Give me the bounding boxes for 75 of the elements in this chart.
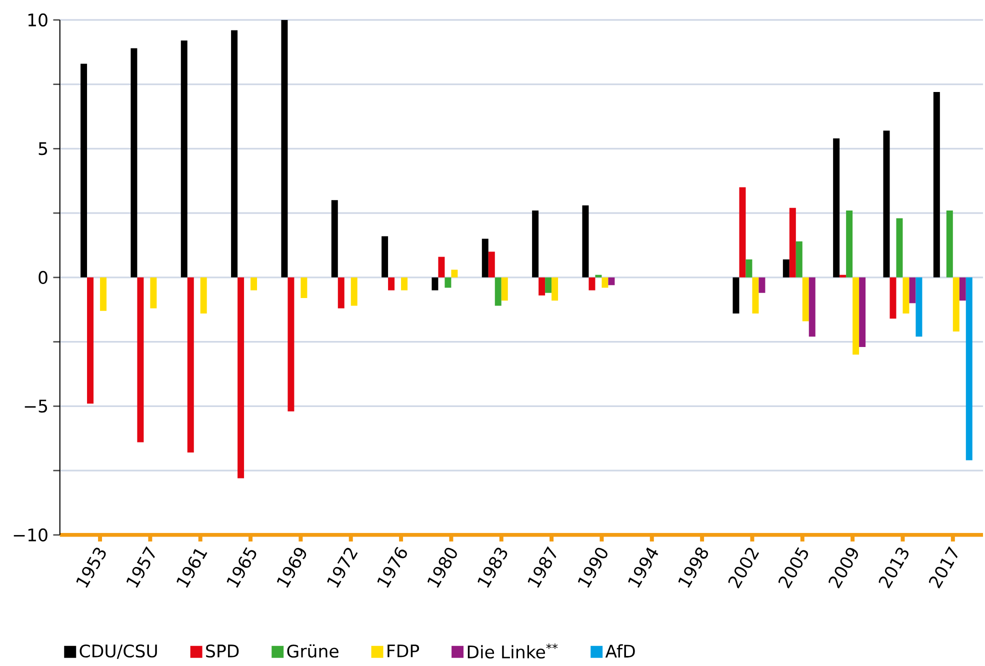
- bar: [933, 92, 940, 278]
- bar: [946, 210, 953, 278]
- y-tick-label: 5: [38, 142, 48, 156]
- bar: [350, 278, 358, 306]
- bar: [432, 278, 438, 291]
- bar: [231, 30, 238, 278]
- y-tick-label: −5: [24, 400, 48, 413]
- bar: [582, 206, 589, 278]
- bar: [796, 242, 802, 278]
- bar: [739, 188, 746, 278]
- legend-label: Die Linke$^{**}$: [468, 644, 558, 659]
- bar: [890, 278, 896, 319]
- bar: [494, 278, 502, 306]
- bar: [250, 278, 258, 291]
- bar: [896, 218, 903, 278]
- bar: [883, 130, 890, 278]
- y-tick-label: 10: [28, 14, 48, 27]
- bar: [300, 278, 308, 298]
- bar: [545, 278, 552, 294]
- bar: [782, 260, 790, 278]
- bar: [752, 278, 759, 314]
- y-tick-label: 0: [38, 271, 48, 284]
- bar: [588, 278, 596, 291]
- bar: [488, 252, 495, 278]
- bar: [902, 278, 910, 314]
- bar: [602, 278, 608, 288]
- legend-label: SPD: [206, 644, 239, 658]
- legend-label: FDP: [388, 644, 420, 658]
- bar: [952, 278, 960, 332]
- bar: [852, 278, 860, 355]
- bar: [238, 278, 244, 478]
- bar: [746, 260, 752, 278]
- bar: [482, 239, 488, 278]
- bar: [538, 278, 546, 296]
- bar: [966, 278, 972, 460]
- bar: [187, 278, 194, 453]
- bar: [150, 278, 157, 309]
- bar: [840, 275, 846, 278]
- legend-label: AfD: [605, 644, 635, 658]
- bar: [180, 40, 188, 278]
- bar: [100, 278, 107, 312]
- bar: [338, 278, 344, 309]
- bar: [388, 278, 395, 291]
- bar: [532, 210, 539, 278]
- bar: [80, 64, 88, 278]
- bar: [608, 278, 615, 286]
- bar: [451, 270, 458, 278]
- bar: [789, 208, 796, 278]
- bar: [87, 278, 94, 404]
- bar: [595, 275, 602, 278]
- bar: [444, 278, 452, 288]
- bar: [200, 278, 207, 314]
- bar: [808, 278, 816, 337]
- bar: [552, 278, 558, 301]
- bar: [758, 278, 766, 294]
- y-tick-label: −10: [14, 528, 48, 542]
- bar: [288, 278, 294, 412]
- bar: [501, 278, 508, 301]
- bar: [137, 278, 144, 442]
- bar: [859, 278, 866, 348]
- bar: [802, 278, 809, 322]
- bar: [438, 257, 445, 278]
- bar: [732, 278, 740, 314]
- legend-label: CDU/CSU: [80, 644, 157, 660]
- bar: [833, 138, 840, 278]
- bar: [916, 278, 922, 337]
- bar: [846, 210, 853, 278]
- bar: [909, 278, 916, 304]
- bar: [331, 200, 338, 278]
- bar: [959, 278, 966, 301]
- bar: [130, 48, 138, 278]
- bar: [382, 236, 388, 278]
- bar: [281, 20, 288, 278]
- legend-label: Grüne: [287, 644, 338, 658]
- bar: [401, 278, 408, 291]
